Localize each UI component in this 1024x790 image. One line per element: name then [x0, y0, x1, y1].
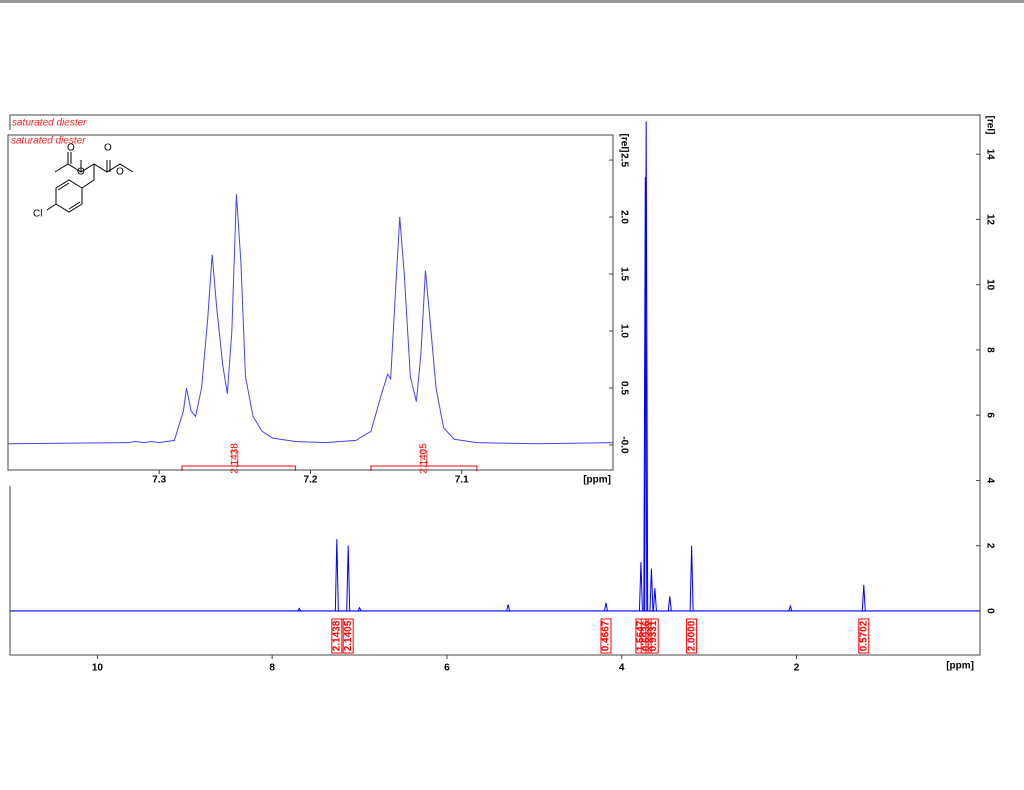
y-tick-label: 0.5	[618, 381, 629, 395]
y-tick-label: 10	[984, 279, 995, 291]
integral-label: 2.1438	[331, 620, 342, 651]
peak	[861, 584, 866, 611]
inset-background	[2, 130, 624, 486]
x-axis-label: [ppm]	[946, 661, 974, 672]
y-tick-label: -0.0	[618, 436, 629, 454]
y-tick-label: 14	[984, 149, 995, 161]
y-axis-label: [rel]	[618, 134, 629, 153]
atom: O	[116, 167, 124, 178]
x-tick-label: 10	[92, 663, 104, 674]
molecule-bonds	[46, 152, 134, 213]
integral-box	[647, 618, 659, 654]
integral-label: 2.1405	[419, 443, 430, 474]
title: saturated diester	[12, 118, 87, 129]
top-border	[0, 0, 1024, 3]
x-tick-label: 7.1	[455, 475, 469, 486]
inset-plot: saturated diester 7.3 7.2 7.1 [ppm] -0.0 0.5 1.…	[2, 130, 629, 486]
peak	[297, 607, 302, 612]
integral-label: 0.4667	[601, 620, 612, 651]
x-tick-label: 2	[794, 663, 800, 674]
peak	[667, 596, 672, 612]
peak	[652, 588, 657, 611]
integral-box	[331, 618, 343, 654]
peak	[638, 561, 643, 611]
y-tick-label: 6	[984, 412, 995, 418]
y-tick-label: 1.5	[618, 267, 629, 281]
inset-title: saturated diester	[11, 136, 86, 147]
y-tick-label: 2.0	[618, 210, 629, 224]
y-tick-label: 12	[984, 214, 995, 226]
integral-box	[686, 618, 698, 654]
peak	[346, 545, 351, 611]
peak	[334, 539, 339, 611]
integral-box	[640, 618, 652, 654]
peak	[506, 604, 511, 612]
integral-box	[342, 618, 354, 654]
x-tick-label: 6	[444, 663, 450, 674]
atom: O	[77, 167, 85, 178]
integral-label: 0.9331	[648, 620, 659, 651]
y-tick-label: 2.5	[618, 153, 629, 167]
y-tick-label: 1.0	[618, 324, 629, 338]
integral-label: 2.0000	[686, 620, 697, 651]
peak	[649, 568, 654, 611]
integral-box	[600, 618, 612, 654]
integral-box	[858, 618, 870, 654]
y-axis-label: [rel]	[984, 116, 995, 135]
molecule: O O O O Cl	[33, 143, 134, 220]
spectrum-line	[7, 194, 614, 445]
integral-label: 2.1438	[230, 443, 241, 474]
integral-box	[420, 450, 428, 467]
y-tick-label: 4	[984, 478, 995, 484]
integral-label: 0.6936	[641, 620, 652, 651]
y-tick-label: 0	[984, 608, 995, 614]
peak	[788, 604, 793, 612]
peak	[644, 121, 649, 611]
x-axis-label: [ppm]	[583, 475, 611, 486]
integral-box	[231, 450, 239, 467]
y-tick-label: 2	[984, 543, 995, 549]
peak	[689, 545, 694, 611]
x-tick-label: 7.3	[152, 475, 166, 486]
x-tick-label: 8	[269, 663, 275, 674]
y-tick-label: 8	[984, 347, 995, 353]
peak	[603, 602, 608, 612]
atom: O	[67, 143, 75, 154]
integral-label: 0.5702	[858, 620, 869, 651]
x-tick-label: 4	[619, 663, 625, 674]
atom: O	[104, 143, 112, 154]
integral-bracket	[181, 465, 296, 471]
peak	[643, 176, 648, 611]
x-tick-label: 7.2	[304, 475, 318, 486]
integral-label: 2.1405	[343, 620, 354, 651]
atom-label: Cl	[33, 209, 42, 220]
peak	[357, 606, 362, 612]
